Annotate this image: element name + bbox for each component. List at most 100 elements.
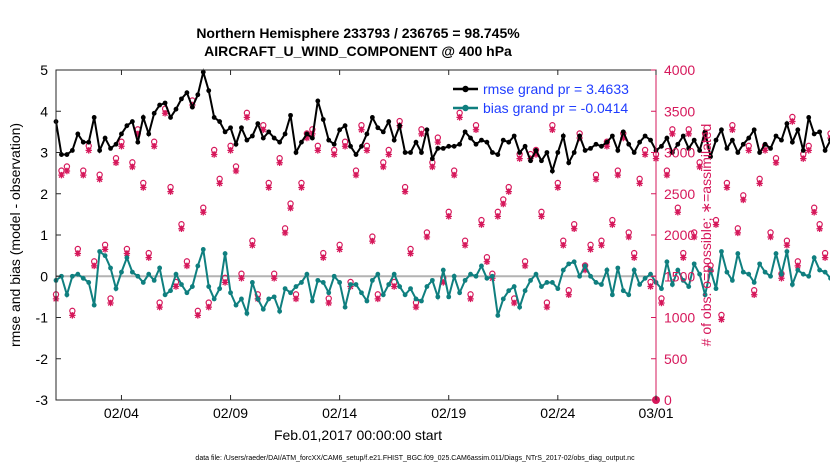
- obs-assimilated-marker: [467, 295, 474, 303]
- obs-assimilated-marker: [718, 316, 725, 323]
- rmse-point: [506, 139, 512, 145]
- obs-assimilated-marker: [363, 147, 371, 154]
- bias-point: [659, 286, 664, 292]
- rmse-point: [222, 129, 228, 135]
- obs-assimilated-marker: [549, 126, 556, 133]
- rmse-point: [348, 143, 353, 149]
- bias-point: [200, 247, 206, 252]
- bias-point: [239, 296, 244, 302]
- bias-point: [697, 271, 703, 277]
- rmse-point: [811, 131, 817, 137]
- rmse-point: [757, 150, 763, 155]
- obs-assimilated-marker: [674, 209, 682, 216]
- bias-point: [337, 280, 343, 285]
- rmse-point: [413, 139, 419, 145]
- bias-point: [566, 261, 572, 267]
- bias-point: [86, 280, 92, 285]
- obs-assimilated-marker: [85, 147, 92, 154]
- obs-assimilated-marker: [658, 299, 665, 307]
- rmse-point: [364, 131, 370, 137]
- bias-point: [468, 271, 473, 277]
- bias-point: [364, 298, 370, 304]
- obs-assimilated-marker: [483, 258, 491, 265]
- rmse-point: [642, 133, 648, 139]
- bias-point: [217, 286, 223, 292]
- bias-point: [473, 273, 479, 279]
- bias-point: [637, 282, 643, 287]
- rmse-point: [773, 133, 779, 139]
- rmse-point: [320, 117, 326, 122]
- bias-point: [91, 302, 97, 308]
- bias-point: [517, 304, 523, 310]
- bias-point: [440, 267, 446, 273]
- rmse-point: [309, 135, 315, 141]
- bias-point: [484, 275, 490, 281]
- x-tick-label: 02/24: [540, 405, 575, 421]
- bias-point: [500, 296, 506, 302]
- rmse-series-layer: [53, 68, 830, 175]
- obs-assimilated-marker: [603, 143, 611, 150]
- obs-assimilated-marker: [123, 250, 131, 257]
- rmse-point: [146, 131, 152, 137]
- rmse-point: [266, 129, 272, 135]
- rmse-point: [691, 137, 697, 143]
- rmse-point: [151, 110, 157, 116]
- obs-assimilated-marker: [440, 279, 447, 286]
- bias-point: [80, 275, 86, 281]
- bias-point: [773, 251, 779, 256]
- obs-assimilated-marker: [320, 254, 327, 261]
- obs-assimilated-marker: [385, 151, 392, 158]
- obs-assimilated-marker: [821, 254, 829, 261]
- obs-assimilated-marker: [156, 303, 163, 311]
- rmse-point: [593, 141, 599, 147]
- legend: rmse grand pr = 3.4633 bias grand pr = -…: [453, 81, 629, 116]
- obs-assimilated-marker: [647, 283, 654, 290]
- bias-point: [451, 273, 457, 279]
- bias-point: [686, 284, 692, 289]
- rmse-point: [228, 125, 233, 131]
- rmse-point: [359, 143, 364, 149]
- bias-point: [489, 273, 495, 279]
- obs-assimilated-marker: [112, 159, 120, 166]
- obs-assimilated-marker: [745, 147, 752, 154]
- bias-point: [811, 255, 817, 261]
- rmse-point: [560, 133, 566, 139]
- bias-point: [779, 271, 784, 277]
- bias-point: [249, 280, 255, 285]
- rmse-point: [609, 133, 615, 139]
- obs-assimilated-marker: [281, 229, 289, 237]
- bias-point: [446, 294, 452, 300]
- obs-assimilated-marker: [761, 147, 769, 154]
- bias-point: [528, 277, 533, 283]
- obs-assimilated-marker: [805, 147, 812, 154]
- obs-assimilated-marker: [729, 126, 736, 133]
- obs-assimilated-marker: [461, 242, 469, 249]
- rmse-point: [511, 133, 517, 139]
- y-axis-right: 0 500 1000 1500 2000 2500 3000 3500 4000: [651, 62, 695, 408]
- bias-point: [702, 292, 708, 298]
- rmse-point: [762, 141, 768, 147]
- rmse-point: [588, 145, 593, 151]
- rmse-point: [184, 90, 190, 96]
- obs-assimilated-marker: [407, 250, 414, 257]
- rmse-point: [140, 115, 146, 120]
- rmse-point: [402, 150, 408, 155]
- rmse-point: [664, 135, 670, 141]
- obs-assimilated-marker: [390, 283, 398, 290]
- obs-assimilated-marker: [129, 163, 136, 171]
- rmse-point: [315, 98, 321, 104]
- bias-point: [631, 267, 637, 273]
- obs-assimilated-marker: [303, 134, 311, 142]
- obs-assimilated-marker: [140, 184, 147, 191]
- y-left-tick-label: 1: [40, 227, 48, 243]
- obs-assimilated-marker: [232, 167, 240, 175]
- rmse-point: [113, 141, 119, 147]
- bias-point: [577, 273, 583, 279]
- rmse-point: [822, 148, 828, 153]
- rmse-point: [522, 143, 528, 149]
- bias-point: [195, 263, 201, 269]
- rmse-point: [457, 141, 463, 147]
- obs-assimilated-marker: [287, 204, 294, 212]
- rmse-point: [555, 150, 561, 155]
- x-tick-label: 02/19: [431, 405, 466, 421]
